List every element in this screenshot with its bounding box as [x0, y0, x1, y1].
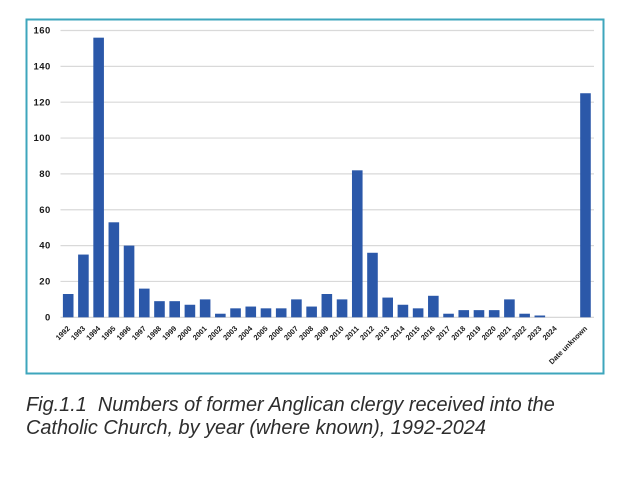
svg-text:160: 160 — [33, 26, 50, 37]
svg-text:20: 20 — [39, 277, 51, 288]
svg-text:40: 40 — [39, 241, 51, 252]
svg-text:140: 140 — [33, 61, 50, 72]
svg-text:60: 60 — [39, 205, 51, 216]
svg-text:0: 0 — [45, 312, 51, 323]
svg-text:100: 100 — [33, 133, 50, 144]
svg-text:120: 120 — [33, 97, 50, 108]
svg-text:80: 80 — [39, 169, 51, 180]
